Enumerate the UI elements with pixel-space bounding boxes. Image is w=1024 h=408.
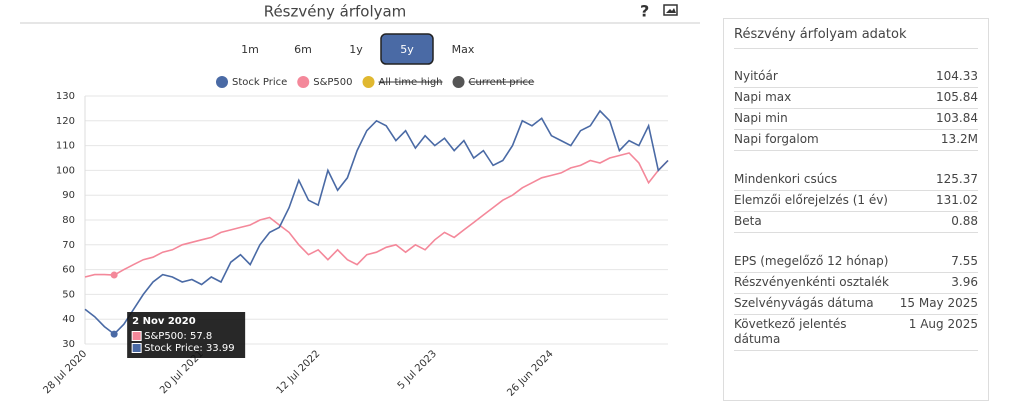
data-row: Mindenkori csúcs 125.37 [734, 170, 978, 191]
help-icon[interactable]: ? [640, 2, 649, 21]
row-group: Nyitóár 104.33 Napi max 105.84 Napi min 103.8… [734, 67, 978, 151]
data-row: Részvényenkénti osztalék 3.96 [734, 273, 978, 294]
range-button[interactable]: 5y [400, 43, 414, 56]
range-button[interactable]: 1m [241, 43, 259, 56]
tooltip-swatch [131, 331, 142, 341]
row-label: Nyitóár [734, 69, 778, 83]
x-tick-label: 5 Jul 2023 [396, 348, 439, 391]
data-row: Következő jelentés dátuma 1 Aug 2025 [734, 315, 978, 351]
legend-swatch[interactable] [452, 76, 465, 88]
image-icon[interactable] [663, 4, 678, 16]
y-tick-label: 100 [56, 165, 75, 176]
data-row: Napi forgalom 13.2M [734, 130, 978, 151]
row-value: 103.84 [936, 111, 978, 125]
x-tick-label: 12 Jul 2022 [275, 348, 323, 396]
row-value: 3.96 [951, 275, 978, 289]
row-value: 104.33 [936, 69, 978, 83]
row-value: 15 May 2025 [899, 296, 978, 310]
chart: Részvény árfolyam ? 1m 6m 1y 5y Max Stock Pri… [20, 2, 700, 399]
y-tick-label: 50 [62, 289, 75, 300]
row-label: Napi forgalom [734, 132, 819, 146]
range-button[interactable]: Max [452, 43, 475, 56]
hover-point [110, 271, 118, 279]
tooltip-swatch [131, 343, 142, 353]
y-tick-label: 30 [62, 339, 75, 350]
chart-title: Részvény árfolyam [264, 3, 407, 21]
legend-entry[interactable]: Stock Price [232, 77, 287, 88]
tooltip-title: 2 Nov 2020 [132, 316, 196, 327]
y-tick-label: 130 [56, 91, 75, 102]
legend-swatch[interactable] [297, 76, 310, 88]
row-value: 125.37 [936, 172, 978, 186]
series-line [84, 109, 669, 336]
row-label: Beta [734, 214, 762, 228]
row-value: 105.84 [936, 90, 978, 104]
panel-title: Részvény árfolyam adatok [734, 19, 978, 49]
row-value: 1 Aug 2025 [908, 317, 978, 331]
series-line [84, 152, 669, 278]
data-row: Elemzői előrejelzés (1 év) 131.02 [734, 191, 978, 212]
data-row: Nyitóár 104.33 [734, 67, 978, 88]
y-tick-label: 80 [62, 215, 75, 226]
row-label: Részvényenkénti osztalék [734, 275, 889, 289]
row-value: 131.02 [936, 193, 978, 207]
row-label: EPS (megelőző 12 hónap) [734, 254, 889, 268]
row-value: 13.2M [940, 132, 978, 146]
y-tick-label: 70 [62, 240, 75, 251]
range-button[interactable]: 1y [349, 43, 363, 56]
legend-swatch[interactable] [362, 76, 375, 88]
tooltip-box [127, 312, 246, 358]
x-tick-label: 28 Jul 2020 [41, 348, 89, 396]
data-row: EPS (megelőző 12 hónap) 7.55 [734, 252, 978, 273]
data-row: Napi max 105.84 [734, 88, 978, 109]
row-value: 7.55 [951, 254, 978, 268]
row-value: 0.88 [951, 214, 978, 228]
row-group: Mindenkori csúcs 125.37 Elemzői előrejelzé… [734, 170, 978, 233]
row-group: EPS (megelőző 12 hónap) 7.55 Részvényenkén… [734, 252, 978, 351]
data-row: Szelvényvágás dátuma 15 May 2025 [734, 294, 978, 315]
range-button-selected[interactable] [380, 33, 434, 65]
y-tick-label: 110 [56, 141, 75, 152]
x-tick-label: 26 Jun 2024 [505, 348, 555, 398]
range-button[interactable]: 6m [294, 43, 312, 56]
row-label: Következő jelentés dátuma [734, 317, 847, 346]
y-tick-label: 120 [56, 116, 75, 127]
legend-swatch[interactable] [216, 76, 228, 88]
data-row: Napi min 103.84 [734, 109, 978, 130]
row-label: Elemzői előrejelzés (1 év) [734, 193, 888, 207]
y-tick-label: 90 [62, 190, 75, 201]
y-tick-label: 60 [62, 265, 75, 276]
row-label: Szelvényvágás dátuma [734, 296, 874, 310]
data-row: Beta 0.88 [734, 212, 978, 233]
row-label: Napi max [734, 90, 792, 104]
y-tick-label: 40 [62, 314, 75, 325]
tooltip-entry: S&P500: 57.8 [144, 331, 212, 342]
row-label: Napi min [734, 111, 788, 125]
tooltip-entry: Stock Price: 33.99 [144, 343, 234, 354]
legend-entry[interactable]: S&P500 [313, 77, 352, 88]
row-label: Mindenkori csúcs [734, 172, 838, 186]
hover-point [110, 330, 118, 338]
data-panel: Részvény árfolyam adatok Nyitóár 104.33 Na… [723, 18, 989, 401]
